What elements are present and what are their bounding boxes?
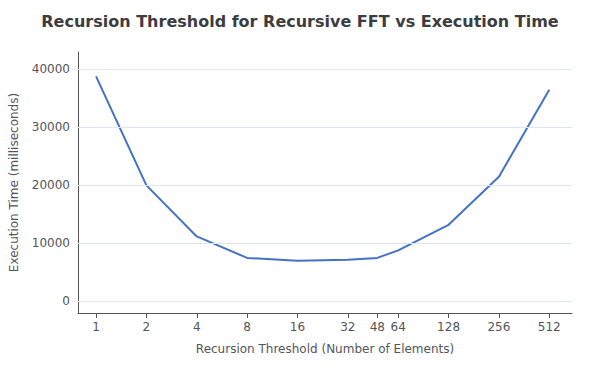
svg-text:Recursion Threshold for Recurs: Recursion Threshold for Recursive FFT vs…	[41, 12, 559, 31]
svg-text:48: 48	[370, 320, 385, 334]
svg-text:30000: 30000	[32, 120, 70, 134]
svg-text:20000: 20000	[32, 178, 70, 192]
svg-text:32: 32	[340, 320, 355, 334]
svg-text:2: 2	[143, 320, 151, 334]
svg-text:0: 0	[62, 294, 70, 308]
svg-text:128: 128	[437, 320, 460, 334]
svg-text:1: 1	[92, 320, 100, 334]
svg-text:256: 256	[487, 320, 510, 334]
svg-text:Execution Time (milliseconds): Execution Time (milliseconds)	[7, 93, 21, 272]
svg-text:40000: 40000	[32, 62, 70, 76]
svg-text:8: 8	[243, 320, 251, 334]
svg-text:64: 64	[391, 320, 406, 334]
svg-text:512: 512	[538, 320, 561, 334]
svg-text:Recursion Threshold (Number of: Recursion Threshold (Number of Elements)	[196, 342, 454, 356]
svg-text:16: 16	[290, 320, 305, 334]
svg-text:10000: 10000	[32, 236, 70, 250]
svg-text:4: 4	[193, 320, 201, 334]
